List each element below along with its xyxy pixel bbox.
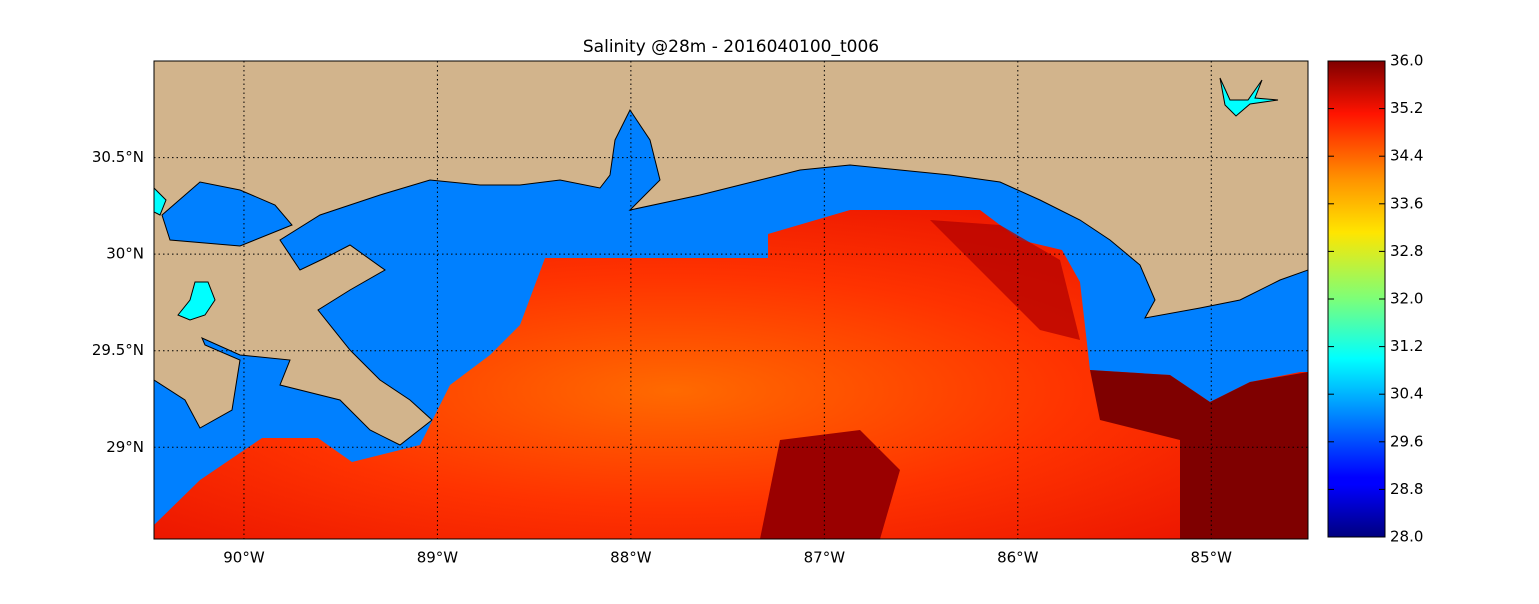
plot-frame xyxy=(153,60,1309,540)
x-tick-label: 89°W xyxy=(417,549,459,567)
colorbar-tick-label: 28.8 xyxy=(1390,480,1423,498)
chart-title: Salinity @28m - 2016040100_t006 xyxy=(583,37,879,57)
y-tick-label: 29°N xyxy=(106,438,144,456)
colorbar-tick-label: 31.2 xyxy=(1390,337,1423,355)
lake xyxy=(1219,77,1279,117)
y-tick-label: 29.5°N xyxy=(92,341,144,359)
x-tick-label: 85°W xyxy=(1191,549,1233,567)
x-tick-label: 90°W xyxy=(223,549,265,567)
lake xyxy=(161,181,293,247)
salinity-high xyxy=(1090,370,1308,539)
salinity-high xyxy=(930,220,1080,340)
colorbar-tick-label: 28.0 xyxy=(1390,528,1423,546)
grid xyxy=(154,61,1308,539)
y-tick-label: 30.5°N xyxy=(92,148,144,166)
colorbar-tick-label: 32.8 xyxy=(1390,242,1423,260)
map xyxy=(154,61,1308,539)
colorbar-tick-label: 34.4 xyxy=(1390,147,1423,165)
colorbar-tick-label: 36.0 xyxy=(1390,52,1423,70)
colorbar-tick-label: 30.4 xyxy=(1390,385,1423,403)
lake xyxy=(177,281,216,321)
colorbar-tick-label: 29.6 xyxy=(1390,432,1423,450)
y-tick-label: 30°N xyxy=(106,245,144,263)
x-tick-label: 87°W xyxy=(804,549,846,567)
lake xyxy=(154,187,167,216)
x-tick-label: 88°W xyxy=(610,549,652,567)
x-tick-label: 86°W xyxy=(997,549,1039,567)
colorbar-tick-label: 33.6 xyxy=(1390,194,1423,212)
colorbar-tick-label: 35.2 xyxy=(1390,99,1423,117)
salinity-high xyxy=(760,430,900,539)
colorbar-tick-label: 32.0 xyxy=(1390,290,1423,308)
colorbar xyxy=(1327,60,1386,538)
